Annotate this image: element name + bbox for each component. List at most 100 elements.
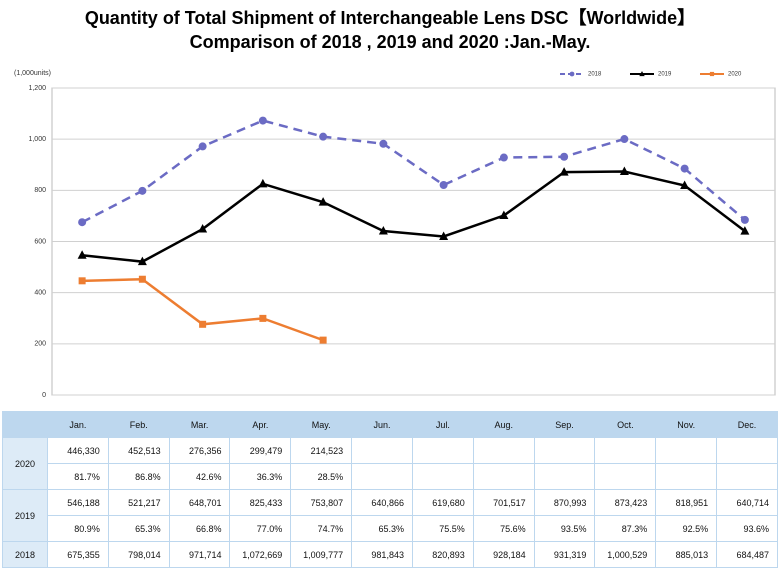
data-point [379, 139, 388, 148]
chart-title: Quantity of Total Shipment of Interchang… [85, 8, 695, 28]
data-point [137, 256, 147, 266]
value-cell [655, 437, 718, 464]
value-cell: 1,072,669 [229, 541, 292, 568]
data-point [619, 166, 629, 176]
value-cell: 546,188 [47, 489, 109, 516]
y-tick-label: 600 [34, 238, 46, 245]
value-cell: 452,513 [107, 437, 170, 464]
data-point [378, 226, 388, 235]
value-cell: 299,479 [229, 437, 292, 464]
month-header: Apr. [229, 411, 292, 438]
month-header: Feb. [107, 411, 170, 438]
month-header: Nov. [655, 411, 718, 438]
data-point [259, 314, 267, 322]
percent-cell: 75.6% [472, 515, 535, 542]
legend-marker [639, 71, 645, 77]
percent-cell: 80.9% [47, 515, 109, 542]
percent-cell [594, 463, 657, 490]
data-point [740, 226, 750, 235]
legend-label: 2019 [658, 72, 672, 78]
legend-label: 2018 [588, 72, 602, 78]
value-cell [351, 437, 413, 464]
data-point [319, 336, 327, 344]
year-label: 2018 [2, 541, 48, 568]
y-tick-label: 200 [34, 341, 46, 348]
chart: Quantity of Total Shipment of Interchang… [14, 8, 776, 399]
percent-cell: 42.6% [168, 463, 231, 490]
data-point [439, 180, 448, 189]
y-tick-label: 1,200 [28, 85, 46, 92]
data-point [740, 215, 749, 224]
data-point [559, 167, 569, 176]
month-header: Dec. [716, 411, 778, 438]
value-cell: 885,013 [655, 541, 718, 568]
value-cell: 1,009,777 [290, 541, 353, 568]
value-cell [472, 437, 535, 464]
value-cell: 753,807 [290, 489, 353, 516]
data-table: Jan. Feb. Mar. Apr. May. Jun. Jul. Aug. Sep. Oct.… [2, 411, 778, 568]
value-cell: 820,893 [411, 541, 474, 568]
value-cell: 873,423 [594, 489, 657, 516]
y-tick-label: 400 [34, 290, 46, 297]
series-line [81, 170, 746, 263]
data-point [138, 186, 147, 195]
value-cell: 648,701 [168, 489, 231, 516]
value-cell: 701,517 [472, 489, 535, 516]
data-point [198, 224, 208, 233]
data-point [138, 275, 146, 283]
y-tick-label: 0 [42, 392, 46, 399]
year-label: 2019 [2, 489, 48, 542]
y-axis-label: (1,000units) [14, 70, 51, 77]
percent-cell [533, 463, 596, 490]
month-header: Sep. [533, 411, 596, 438]
percent-cell: 93.5% [533, 515, 596, 542]
data-point [78, 277, 86, 285]
chart-subtitle: Comparison of 2018 , 2019 and 2020 :Jan.… [190, 32, 591, 52]
month-header: Aug. [472, 411, 535, 438]
value-cell: 928,184 [472, 541, 535, 568]
month-header: Oct. [594, 411, 657, 438]
value-cell [716, 437, 778, 464]
percent-cell: 87.3% [594, 515, 657, 542]
percent-cell [472, 463, 535, 490]
value-cell: 446,330 [47, 437, 109, 464]
data-point [499, 210, 509, 220]
table-row: Jan. Feb. Mar. Apr. May. Jun. Jul. Aug. Sep. Oct.… [2, 411, 778, 438]
percent-cell: 65.3% [351, 515, 413, 542]
month-header: Jun. [351, 411, 413, 438]
data-point [680, 164, 689, 173]
value-cell: 1,000,529 [594, 541, 657, 568]
legend-label: 2020 [728, 72, 742, 78]
percent-cell: 81.7% [47, 463, 109, 490]
value-cell: 521,217 [107, 489, 170, 516]
data-point [620, 135, 629, 144]
legend-marker [569, 71, 575, 77]
month-header: Mar. [168, 411, 231, 438]
table-row: 2019 546,188 521,217 648,701 825,433 753,807 6… [2, 489, 778, 542]
data-point [77, 250, 87, 259]
value-cell: 798,014 [107, 541, 170, 568]
y-tick-label: 1,000 [28, 136, 46, 143]
percent-cell: 92.5% [655, 515, 718, 542]
value-cell: 640,714 [716, 489, 778, 516]
data-point [319, 132, 328, 141]
value-cell: 981,843 [351, 541, 413, 568]
legend-marker [709, 71, 715, 77]
table-row: 81.7% 86.8% 42.6% 36.3% 28.5% [3, 463, 778, 490]
value-cell: 684,487 [716, 541, 778, 568]
value-cell: 619,680 [411, 489, 474, 516]
table-row: 2020 446,330 452,513 276,356 299,479 214,523 [2, 437, 778, 490]
data-point [680, 180, 690, 189]
value-cell: 214,523 [290, 437, 353, 464]
value-cell: 818,951 [655, 489, 718, 516]
corner-cell [2, 411, 48, 438]
data-point [318, 197, 328, 206]
data-point [198, 142, 207, 151]
month-header: May. [290, 411, 353, 438]
percent-cell: 86.8% [107, 463, 170, 490]
value-cell: 870,993 [533, 489, 596, 516]
percent-cell: 66.8% [168, 515, 231, 542]
percent-cell: 28.5% [290, 463, 353, 490]
value-cell: 825,433 [229, 489, 292, 516]
